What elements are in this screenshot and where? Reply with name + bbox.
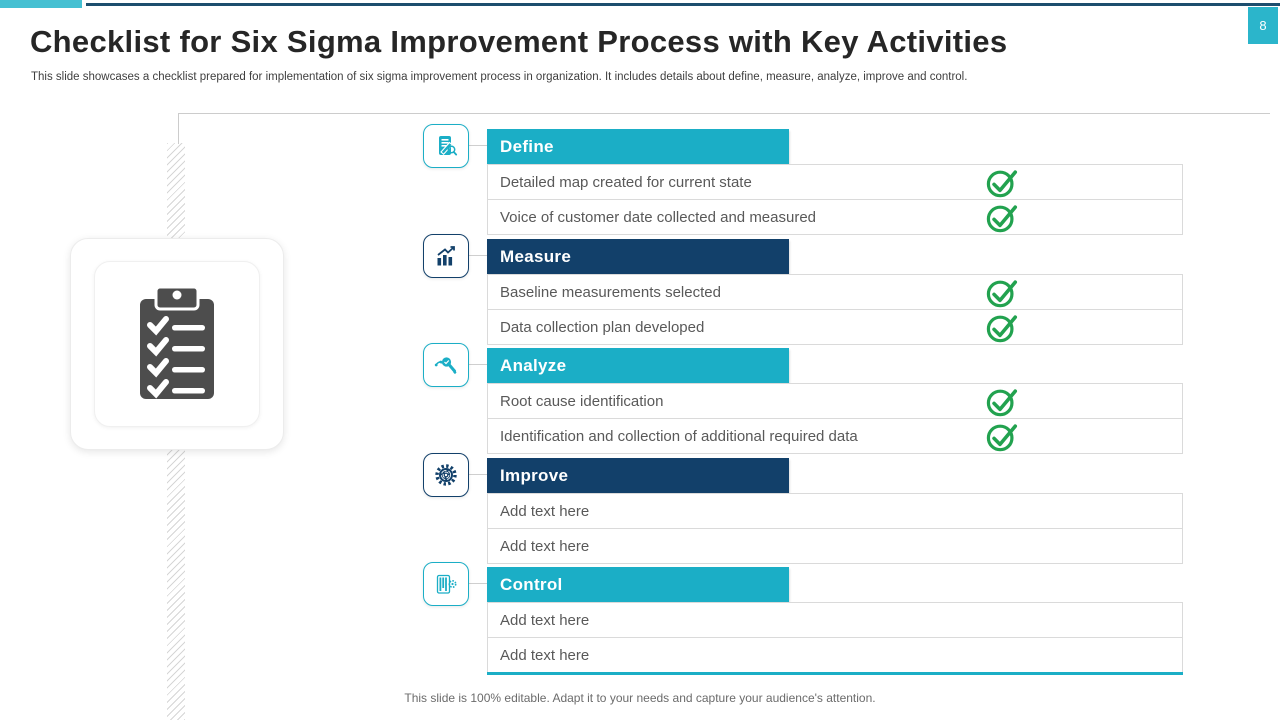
connector-vertical-line xyxy=(178,113,179,144)
icon-connector-line xyxy=(469,364,487,365)
slide-subtitle: This slide showcases a checklist prepare… xyxy=(31,71,968,83)
check-circle-icon xyxy=(985,167,1021,199)
define-icon-box xyxy=(423,124,469,168)
clipboard-card-inner xyxy=(94,261,260,427)
bar-chart-growth-icon xyxy=(437,246,455,266)
measure-icon-box xyxy=(423,234,469,278)
page-title: Checklist for Six Sigma Improvement Proc… xyxy=(30,24,1008,59)
clipboard-card xyxy=(70,238,284,450)
section-improve: Improve Add text here Add text here xyxy=(423,453,1183,568)
table-bottom-accent-line xyxy=(487,672,1183,675)
section-title: Analyze xyxy=(500,356,567,375)
checklist-row: Voice of customer date collected and mea… xyxy=(487,199,1183,235)
check-circle-icon xyxy=(985,202,1021,234)
section-title: Define xyxy=(500,137,554,156)
row-text: Add text here xyxy=(500,503,590,520)
document-pencil-magnifier-icon xyxy=(439,136,458,156)
page-number-badge: 8 xyxy=(1248,7,1278,44)
control-icon-box xyxy=(423,562,469,606)
row-text: Add text here xyxy=(500,647,590,664)
icon-connector-line xyxy=(469,255,487,256)
icon-connector-line xyxy=(469,474,487,475)
checklist-row: Identification and collection of additio… xyxy=(487,418,1183,454)
improve-icon-box xyxy=(423,453,469,497)
icon-connector-line xyxy=(469,583,487,584)
checklist-row: Add text here xyxy=(487,637,1183,673)
checklist-row: Root cause identification xyxy=(487,383,1183,419)
check-circle-icon xyxy=(985,386,1021,418)
row-text: Add text here xyxy=(500,612,590,629)
checklist-row: Add text here xyxy=(487,602,1183,638)
section-header-improve: Improve xyxy=(487,458,789,493)
row-text: Detailed map created for current state xyxy=(500,174,752,191)
section-title: Control xyxy=(500,575,563,594)
section-header-control: Control xyxy=(487,567,789,602)
checklist-row: Add text here xyxy=(487,493,1183,529)
row-text: Baseline measurements selected xyxy=(500,284,721,301)
section-analyze: Analyze Root cause identification Identi… xyxy=(423,343,1183,458)
row-text: Root cause identification xyxy=(500,393,664,410)
check-circle-icon xyxy=(985,421,1021,453)
clipboard-checklist-icon xyxy=(140,285,214,399)
topbar-navy-line xyxy=(86,3,1280,6)
row-text: Identification and collection of additio… xyxy=(500,428,858,445)
section-header-analyze: Analyze xyxy=(487,348,789,383)
row-text: Voice of customer date collected and mea… xyxy=(500,209,817,226)
row-text: Data collection plan developed xyxy=(500,319,705,336)
footer-note: This slide is 100% editable. Adapt it to… xyxy=(404,691,876,705)
checklist-row: Data collection plan developed xyxy=(487,309,1183,345)
row-text: Add text here xyxy=(500,538,590,555)
topbar-teal-accent xyxy=(0,0,82,8)
section-header-measure: Measure xyxy=(487,239,789,274)
checklist-row: Add text here xyxy=(487,528,1183,564)
section-title: Improve xyxy=(500,466,569,485)
section-control: Control Add text here Add text here xyxy=(423,562,1183,677)
analyze-icon-box xyxy=(423,343,469,387)
magnifier-data-icon xyxy=(434,357,457,375)
section-measure: Measure Baseline measurements selected D… xyxy=(423,234,1183,349)
connector-horizontal-line xyxy=(178,113,1270,114)
checklist-gear-icon xyxy=(436,574,457,594)
section-header-define: Define xyxy=(487,129,789,164)
icon-connector-line xyxy=(469,145,487,146)
check-circle-icon xyxy=(985,312,1021,344)
section-title: Measure xyxy=(500,247,572,266)
gear-fingerprint-icon xyxy=(435,464,457,486)
section-define: Define Detailed map created for current … xyxy=(423,124,1183,239)
checklist-row: Detailed map created for current state xyxy=(487,164,1183,200)
check-circle-icon xyxy=(985,277,1021,309)
checklist-row: Baseline measurements selected xyxy=(487,274,1183,310)
page-number: 8 xyxy=(1259,18,1267,33)
